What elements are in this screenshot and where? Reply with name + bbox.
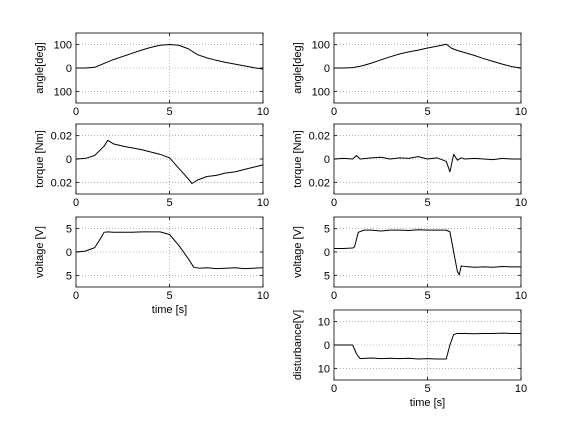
series-line-0 bbox=[334, 332, 521, 360]
series-line-0 bbox=[333, 153, 521, 173]
y-axis-label: disturbance[V] bbox=[292, 310, 304, 380]
y-tick-label: 0.02 bbox=[51, 177, 72, 189]
y-tick-label: 10 bbox=[318, 317, 330, 329]
x-tick-label: 10 bbox=[257, 290, 269, 302]
y-axis-label: angle[deg] bbox=[34, 42, 46, 93]
y-tick-label: 0.02 bbox=[309, 131, 330, 143]
x-tick-label: 0 bbox=[73, 290, 79, 302]
y-tick-label: 100 bbox=[312, 40, 330, 52]
y-axis-label: voltage [V] bbox=[34, 226, 46, 278]
y-tick-label: 5 bbox=[324, 224, 330, 236]
y-tick-label: 10 bbox=[318, 363, 330, 375]
y-axis-label: torque [Nm] bbox=[292, 130, 304, 187]
x-tick-label: 0 bbox=[331, 106, 337, 118]
y-tick-label: 0 bbox=[324, 154, 330, 166]
y-tick-label: 5 bbox=[66, 270, 72, 282]
y-axis-label: torque [Nm] bbox=[34, 130, 46, 187]
series-line-0 bbox=[75, 139, 264, 184]
y-tick-label: 0 bbox=[324, 247, 330, 259]
y-tick-label: 0 bbox=[66, 63, 72, 75]
x-tick-label: 5 bbox=[424, 197, 430, 209]
x-tick-label: 5 bbox=[166, 106, 172, 118]
x-tick-label: 5 bbox=[424, 383, 430, 395]
x-tick-label: 0 bbox=[73, 197, 79, 209]
y-axis-label: angle[deg] bbox=[292, 42, 304, 93]
series-line-0 bbox=[334, 43, 522, 69]
y-tick-label: 100 bbox=[54, 86, 72, 98]
x-tick-label: 5 bbox=[166, 197, 172, 209]
series-line-0 bbox=[75, 231, 264, 270]
x-tick-label: 10 bbox=[257, 197, 269, 209]
series-line-0 bbox=[76, 44, 264, 70]
x-tick-label: 10 bbox=[515, 106, 527, 118]
y-tick-label: 100 bbox=[312, 86, 330, 98]
y-tick-label: 5 bbox=[66, 224, 72, 236]
x-tick-label: 10 bbox=[515, 290, 527, 302]
y-tick-label: 100 bbox=[54, 40, 72, 52]
x-tick-label: 0 bbox=[331, 290, 337, 302]
x-tick-label: 5 bbox=[166, 290, 172, 302]
x-axis-label: time [s] bbox=[152, 304, 187, 316]
y-tick-label: 0 bbox=[324, 63, 330, 75]
x-axis-label: time [s] bbox=[410, 397, 445, 409]
x-tick-label: 0 bbox=[73, 106, 79, 118]
x-tick-label: 10 bbox=[515, 383, 527, 395]
series-line-0 bbox=[334, 229, 521, 276]
y-tick-label: 5 bbox=[324, 270, 330, 282]
y-tick-label: 0.02 bbox=[309, 177, 330, 189]
y-axis-label: voltage [V] bbox=[292, 226, 304, 278]
x-tick-label: 10 bbox=[515, 197, 527, 209]
y-tick-label: 0 bbox=[66, 247, 72, 259]
y-tick-label: 0 bbox=[66, 154, 72, 166]
x-tick-label: 5 bbox=[424, 106, 430, 118]
x-tick-label: 0 bbox=[331, 383, 337, 395]
y-tick-label: 0 bbox=[324, 340, 330, 352]
x-tick-label: 10 bbox=[257, 106, 269, 118]
y-tick-label: 0.02 bbox=[51, 131, 72, 143]
x-tick-label: 0 bbox=[331, 197, 337, 209]
x-tick-label: 5 bbox=[424, 290, 430, 302]
